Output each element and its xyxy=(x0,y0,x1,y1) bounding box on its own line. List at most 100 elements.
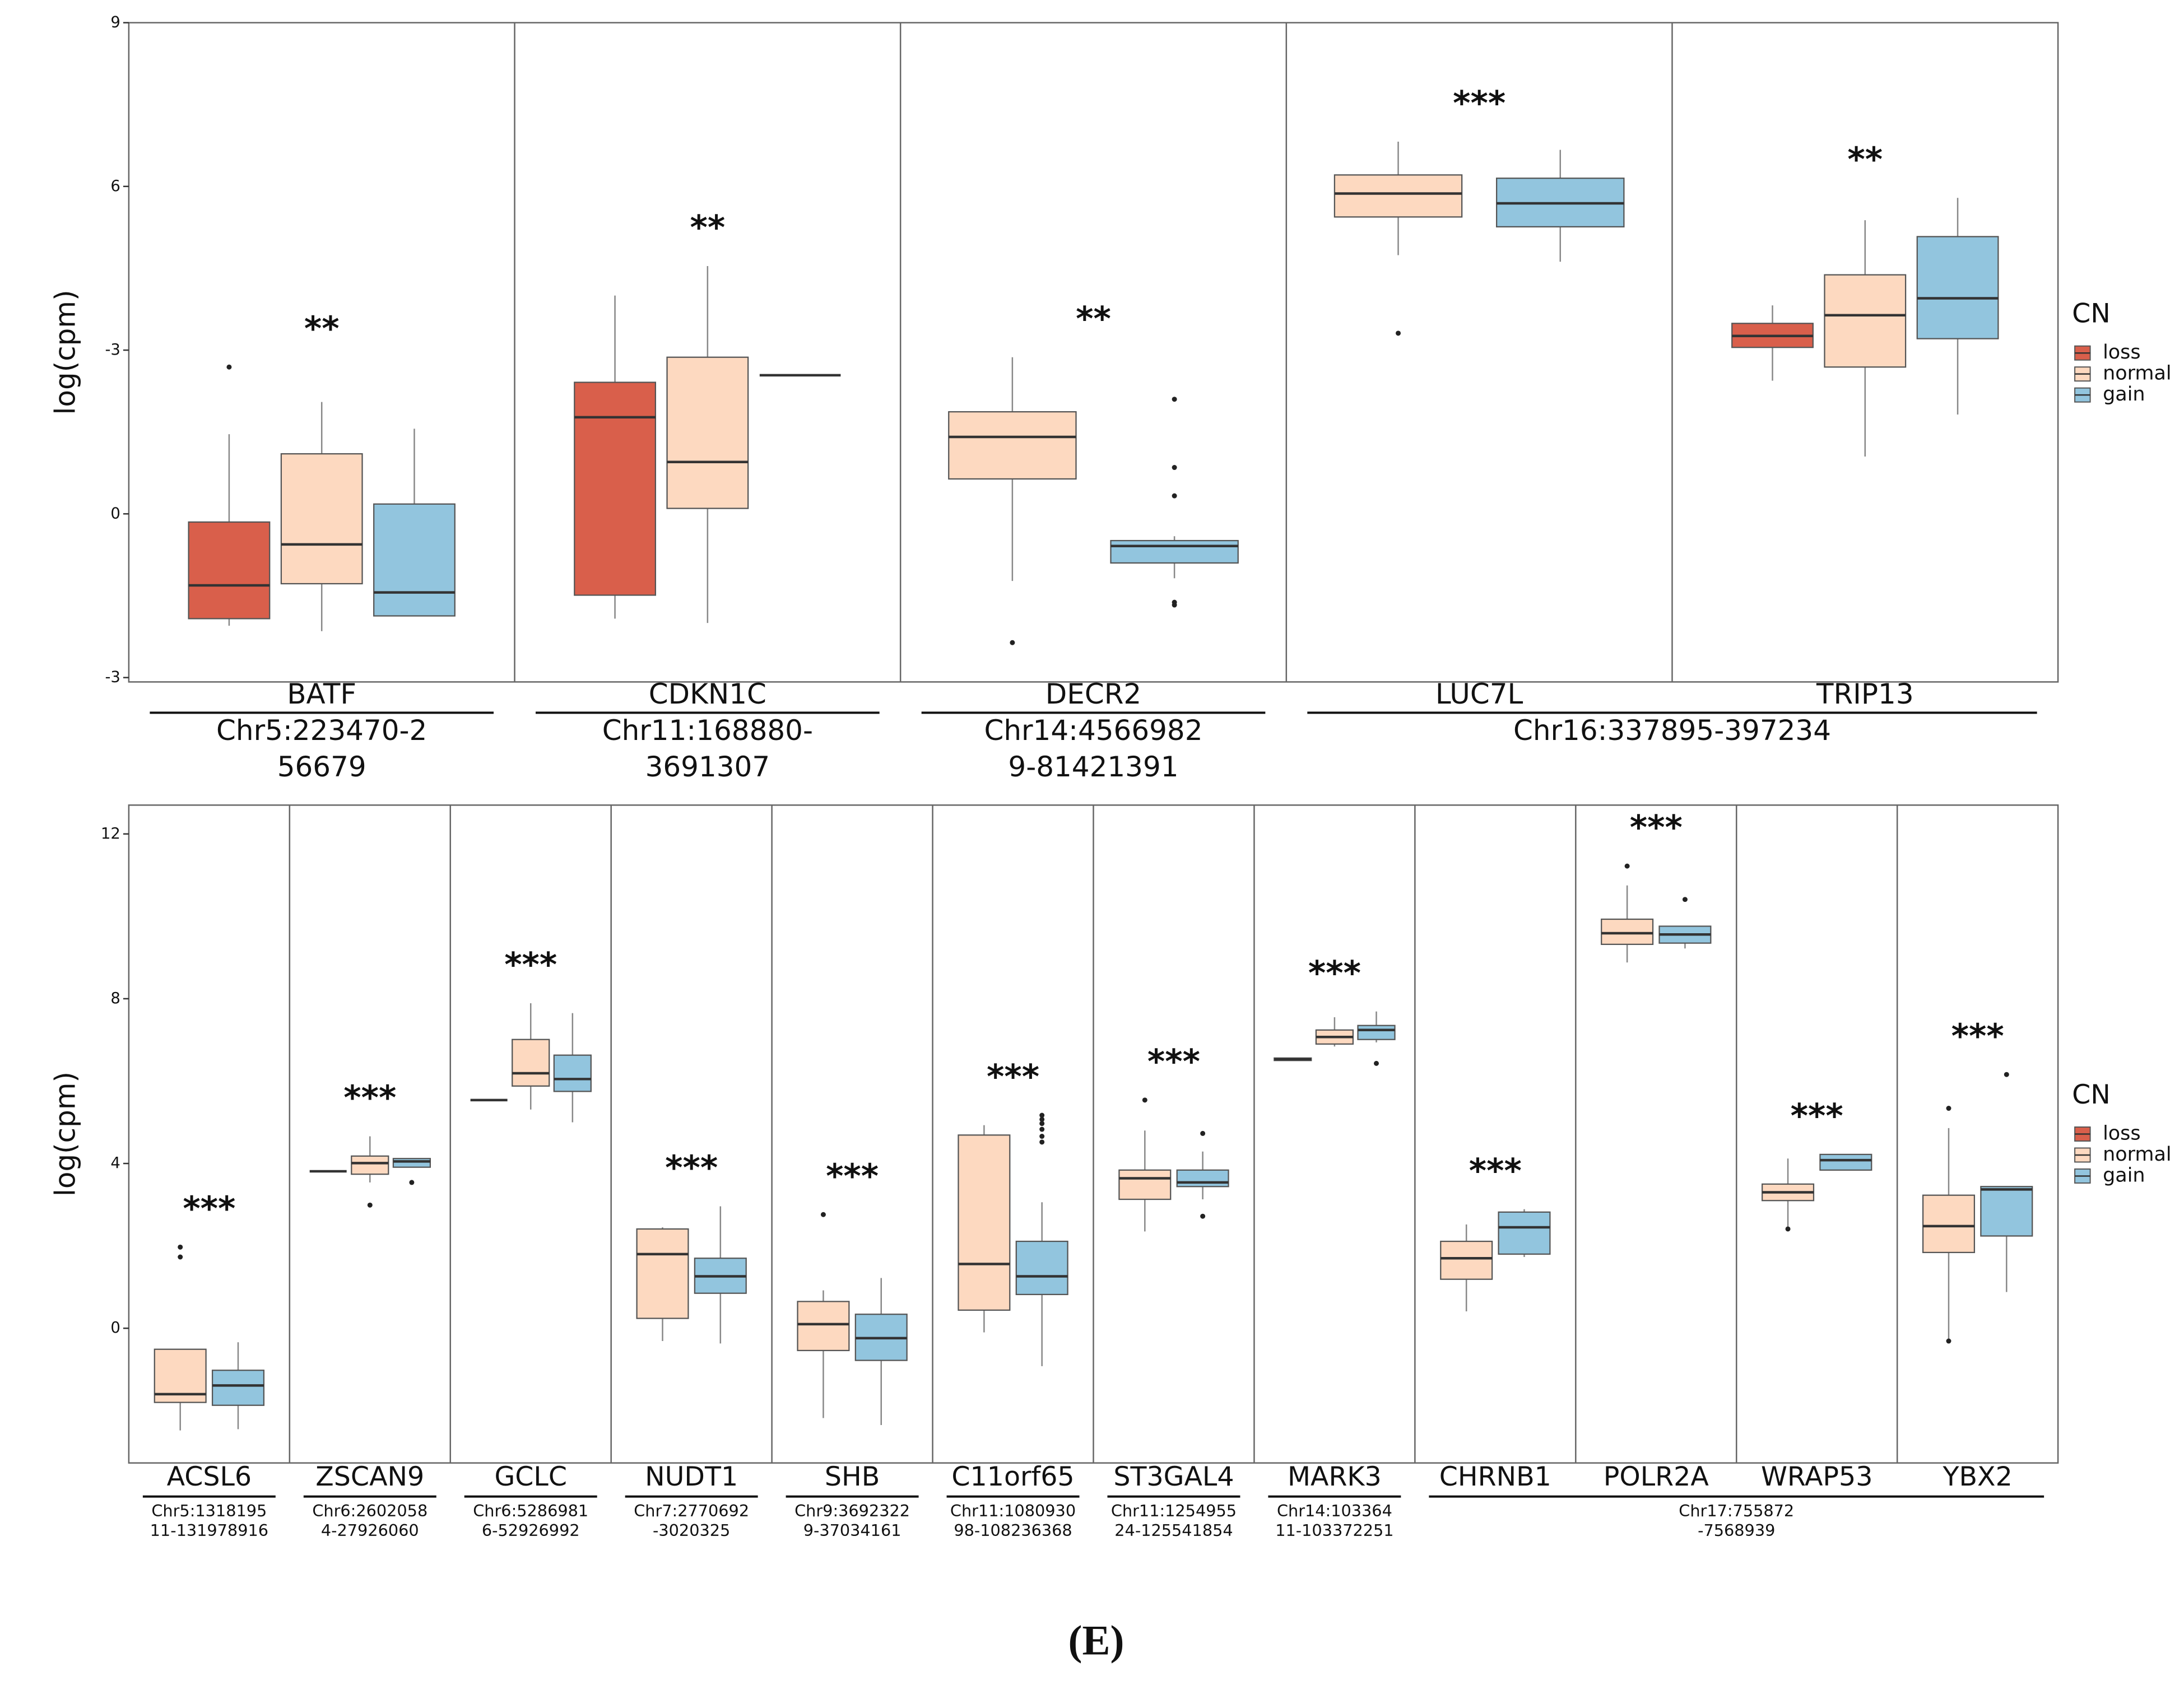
region-label: Chr14:4566982 xyxy=(984,714,1202,747)
region-label: Chr9:3692322 xyxy=(794,1501,910,1520)
outlier xyxy=(1682,897,1688,902)
region-label: Chr11:1254955 xyxy=(1111,1501,1237,1520)
box xyxy=(797,1301,850,1352)
legend-label: loss xyxy=(2103,1122,2141,1144)
box xyxy=(1015,1240,1068,1296)
box xyxy=(1819,1153,1872,1171)
outlier xyxy=(1039,1112,1045,1118)
region-label: Chr7:2770692 xyxy=(634,1501,749,1520)
gene-label: ST3GAL4 xyxy=(1113,1461,1234,1492)
outlier xyxy=(1172,602,1177,608)
significance: *** xyxy=(987,1058,1039,1097)
region-label: 4-27926060 xyxy=(321,1521,419,1540)
significance: *** xyxy=(1791,1097,1843,1136)
gene-label: POLR2A xyxy=(1604,1461,1709,1492)
significance: ** xyxy=(304,309,340,348)
region-label: 9-37034161 xyxy=(803,1521,902,1540)
y-tick-label: 9 xyxy=(110,13,120,31)
outlier xyxy=(1785,1226,1791,1232)
region-label: Chr5:1318195 xyxy=(151,1501,267,1520)
outlier xyxy=(2004,1072,2009,1077)
box xyxy=(666,356,749,509)
box xyxy=(1916,236,1999,339)
outlier xyxy=(1039,1116,1045,1122)
gene-label: C11orf65 xyxy=(951,1461,1074,1492)
outlier xyxy=(409,1180,415,1185)
gene-label: ACSL6 xyxy=(167,1461,252,1492)
outlier xyxy=(1039,1139,1045,1145)
box xyxy=(1980,1186,2033,1237)
box xyxy=(1357,1025,1396,1040)
box xyxy=(636,1228,689,1319)
gene-label: CHRNB1 xyxy=(1439,1461,1551,1492)
outlier xyxy=(178,1244,183,1250)
region-label: 6-52926992 xyxy=(482,1521,580,1540)
significance: *** xyxy=(1630,808,1683,848)
region-label: 3691307 xyxy=(645,751,770,783)
region-label: Chr17:755872 xyxy=(1679,1501,1794,1520)
outlier xyxy=(1200,1213,1206,1219)
y-tick-label: 12 xyxy=(101,825,120,842)
outlier xyxy=(1172,493,1177,499)
gene-label: ZSCAN9 xyxy=(315,1461,424,1492)
y-tick-label: 0 xyxy=(110,504,120,522)
gene-label: NUDT1 xyxy=(645,1461,738,1492)
significance: *** xyxy=(343,1078,396,1118)
region-label: 56679 xyxy=(277,751,366,783)
gene-label: LUC7L xyxy=(1435,678,1523,710)
box xyxy=(1440,1240,1493,1280)
outlier xyxy=(1200,1130,1206,1136)
significance: *** xyxy=(826,1157,879,1196)
legend-label: normal xyxy=(2103,362,2172,385)
outlier xyxy=(1946,1106,1951,1111)
box xyxy=(1922,1194,1976,1254)
significance: *** xyxy=(1951,1017,2004,1056)
significance: ** xyxy=(690,208,725,248)
y-axis-label: log(cpm) xyxy=(49,1072,81,1196)
legend-title: CN xyxy=(2072,1079,2111,1110)
outlier xyxy=(1172,465,1177,471)
region-label: Chr11:168880- xyxy=(602,714,813,747)
gene-label: TRIP13 xyxy=(1816,678,1914,710)
y-axis-label: log(cpm) xyxy=(49,290,81,415)
box xyxy=(1824,274,1907,368)
box xyxy=(948,411,1077,480)
region-label: -3020325 xyxy=(653,1521,730,1540)
box xyxy=(373,503,456,617)
y-tick-label: 0 xyxy=(110,1319,120,1337)
outlier xyxy=(1946,1338,1951,1344)
outlier xyxy=(226,364,232,370)
box xyxy=(1498,1211,1551,1255)
outlier xyxy=(1172,397,1177,402)
legend-label: gain xyxy=(2103,1164,2145,1186)
box xyxy=(512,1039,550,1087)
caption: (E) xyxy=(1068,1618,1124,1664)
region-label: -7568939 xyxy=(1698,1521,1775,1540)
box xyxy=(958,1134,1011,1311)
region-label: Chr6:2602058 xyxy=(312,1501,427,1520)
region-label: 11-131978916 xyxy=(150,1521,268,1540)
gene-label: BATF xyxy=(287,678,356,710)
gene-label: YBX2 xyxy=(1943,1461,2013,1492)
outlier xyxy=(178,1254,183,1260)
gene-label: SHB xyxy=(825,1461,880,1492)
region-label: Chr6:5286981 xyxy=(473,1501,588,1520)
legend-title: CN xyxy=(2072,299,2111,329)
region-label: 24-125541854 xyxy=(1114,1521,1233,1540)
region-label: Chr14:103364 xyxy=(1277,1501,1392,1520)
gene-label: CDKN1C xyxy=(649,678,766,710)
box xyxy=(211,1370,265,1406)
significance: *** xyxy=(665,1148,718,1188)
region-label: Chr16:337895-397234 xyxy=(1513,714,1831,747)
significance: *** xyxy=(1469,1151,1522,1190)
outlier xyxy=(1010,640,1015,645)
region-label: Chr11:1080930 xyxy=(950,1501,1076,1520)
box xyxy=(1176,1169,1229,1188)
gene-label: WRAP53 xyxy=(1761,1461,1873,1492)
box xyxy=(1110,539,1239,564)
outlier xyxy=(1039,1126,1045,1132)
significance: ** xyxy=(1076,299,1111,338)
gene-label: DECR2 xyxy=(1045,678,1141,710)
y-tick-label: 4 xyxy=(110,1154,120,1172)
